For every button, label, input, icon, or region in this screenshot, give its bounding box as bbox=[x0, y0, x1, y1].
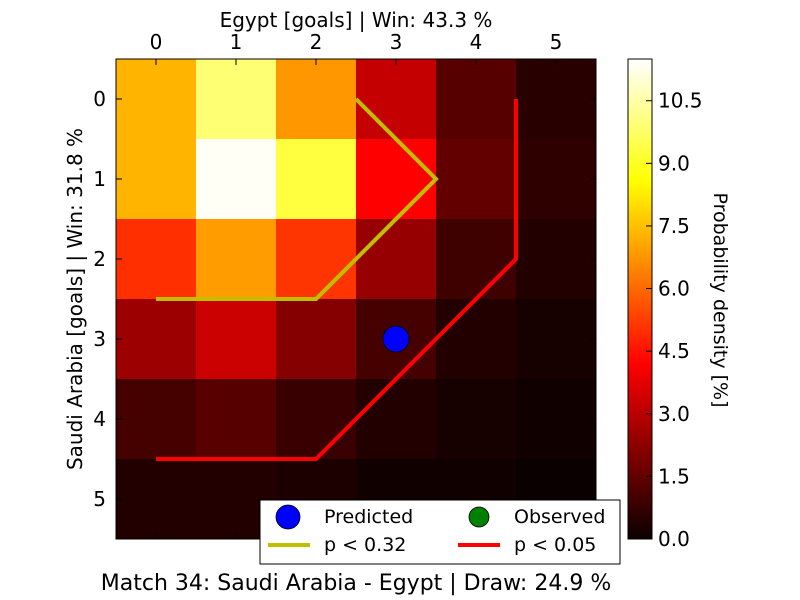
legend-predicted-marker bbox=[275, 504, 301, 530]
x-axis-label: Egypt [goals] | Win: 43.3 % bbox=[220, 8, 493, 32]
x-tick-label: 1 bbox=[230, 30, 243, 54]
heatmap-cell bbox=[196, 299, 277, 380]
x-tick-label: 4 bbox=[470, 30, 483, 54]
heatmap-cell bbox=[516, 379, 597, 460]
y-axis-ticks: 0 1 2 3 4 5 bbox=[93, 87, 596, 511]
legend-box bbox=[259, 499, 621, 565]
heatmap-cell bbox=[276, 59, 357, 140]
heatmap-cell bbox=[356, 139, 437, 220]
heatmap-cell bbox=[276, 139, 357, 220]
colorbar-tick-label: 4.5 bbox=[658, 339, 690, 363]
heatmap-cell bbox=[196, 139, 277, 220]
x-tick-label: 2 bbox=[310, 30, 323, 54]
heatmap-cell bbox=[116, 459, 197, 540]
colorbar-tick-label: 6.0 bbox=[658, 277, 690, 301]
y-tick-label: 1 bbox=[93, 167, 106, 191]
markers bbox=[382, 325, 410, 353]
colorbar-tick-label: 10.5 bbox=[658, 89, 703, 113]
heatmap-cell bbox=[116, 299, 197, 380]
colorbar-tick-label: 3.0 bbox=[658, 402, 690, 426]
predicted-marker bbox=[382, 325, 410, 353]
colorbar-ticks: 0.0 1.5 3.0 4.5 6.0 7.5 9.0 10.5 bbox=[646, 89, 703, 551]
chart-title: Match 34: Saudi Arabia - Egypt | Draw: 2… bbox=[101, 571, 611, 596]
x-tick-label: 3 bbox=[390, 30, 403, 54]
heatmap-cell bbox=[516, 219, 597, 300]
heatmap-cell bbox=[356, 379, 437, 460]
y-tick-label: 3 bbox=[93, 327, 106, 351]
colorbar bbox=[627, 58, 653, 540]
heatmap-cell bbox=[196, 219, 277, 300]
contour-lines bbox=[156, 97, 518, 461]
heatmap-cell bbox=[436, 139, 517, 220]
colorbar-tick-label: 0.0 bbox=[658, 527, 690, 551]
colorbar-label: Probability density [%] bbox=[709, 192, 731, 407]
y-tick-label: 5 bbox=[93, 487, 106, 511]
y-axis-label: Saudi Arabia [goals] | Win: 31.8 % bbox=[63, 128, 87, 470]
heatmap-cell bbox=[516, 139, 597, 220]
heatmap-cell bbox=[196, 379, 277, 460]
heatmap-cell bbox=[436, 299, 517, 380]
y-tick-label: 2 bbox=[93, 247, 106, 271]
heatmap-cells bbox=[116, 59, 597, 540]
heatmap-cell bbox=[516, 299, 597, 380]
heatmap-cell bbox=[436, 59, 517, 140]
colorbar-tick-label: 1.5 bbox=[658, 464, 690, 488]
x-axis-ticks: 0 1 2 3 4 5 bbox=[150, 30, 563, 539]
contour-line-1 bbox=[156, 99, 518, 461]
legend-p032-label: p < 0.32 bbox=[324, 534, 406, 556]
legend-observed-label: Observed bbox=[514, 506, 605, 528]
contour-line-0 bbox=[156, 97, 439, 301]
legend-predicted-label: Predicted bbox=[324, 506, 413, 528]
colorbar-tick-label: 9.0 bbox=[658, 151, 690, 175]
heatmap-cell bbox=[276, 299, 357, 380]
legend-p005-label: p < 0.05 bbox=[514, 534, 596, 556]
heatmap-cell bbox=[196, 59, 277, 140]
heatmap-cell bbox=[116, 219, 197, 300]
heatmap-cell bbox=[356, 59, 437, 140]
heatmap-cell bbox=[116, 139, 197, 220]
heatmap-cell bbox=[116, 59, 197, 140]
y-tick-label: 4 bbox=[93, 407, 106, 431]
heatmap-cell bbox=[436, 219, 517, 300]
legend-observed-marker bbox=[468, 506, 490, 528]
heatmap-cell bbox=[116, 379, 197, 460]
heatmap-cell bbox=[276, 379, 357, 460]
legend: Predicted Observed p < 0.32 p < 0.05 bbox=[259, 499, 621, 565]
heatmap-cell bbox=[436, 379, 517, 460]
heatmap-cell bbox=[356, 219, 437, 300]
y-tick-label: 0 bbox=[93, 87, 106, 111]
x-tick-label: 5 bbox=[550, 30, 563, 54]
heatmap-cell bbox=[276, 219, 357, 300]
x-tick-label: 0 bbox=[150, 30, 163, 54]
heatmap-cell bbox=[516, 59, 597, 140]
colorbar-tick-label: 7.5 bbox=[658, 214, 690, 238]
